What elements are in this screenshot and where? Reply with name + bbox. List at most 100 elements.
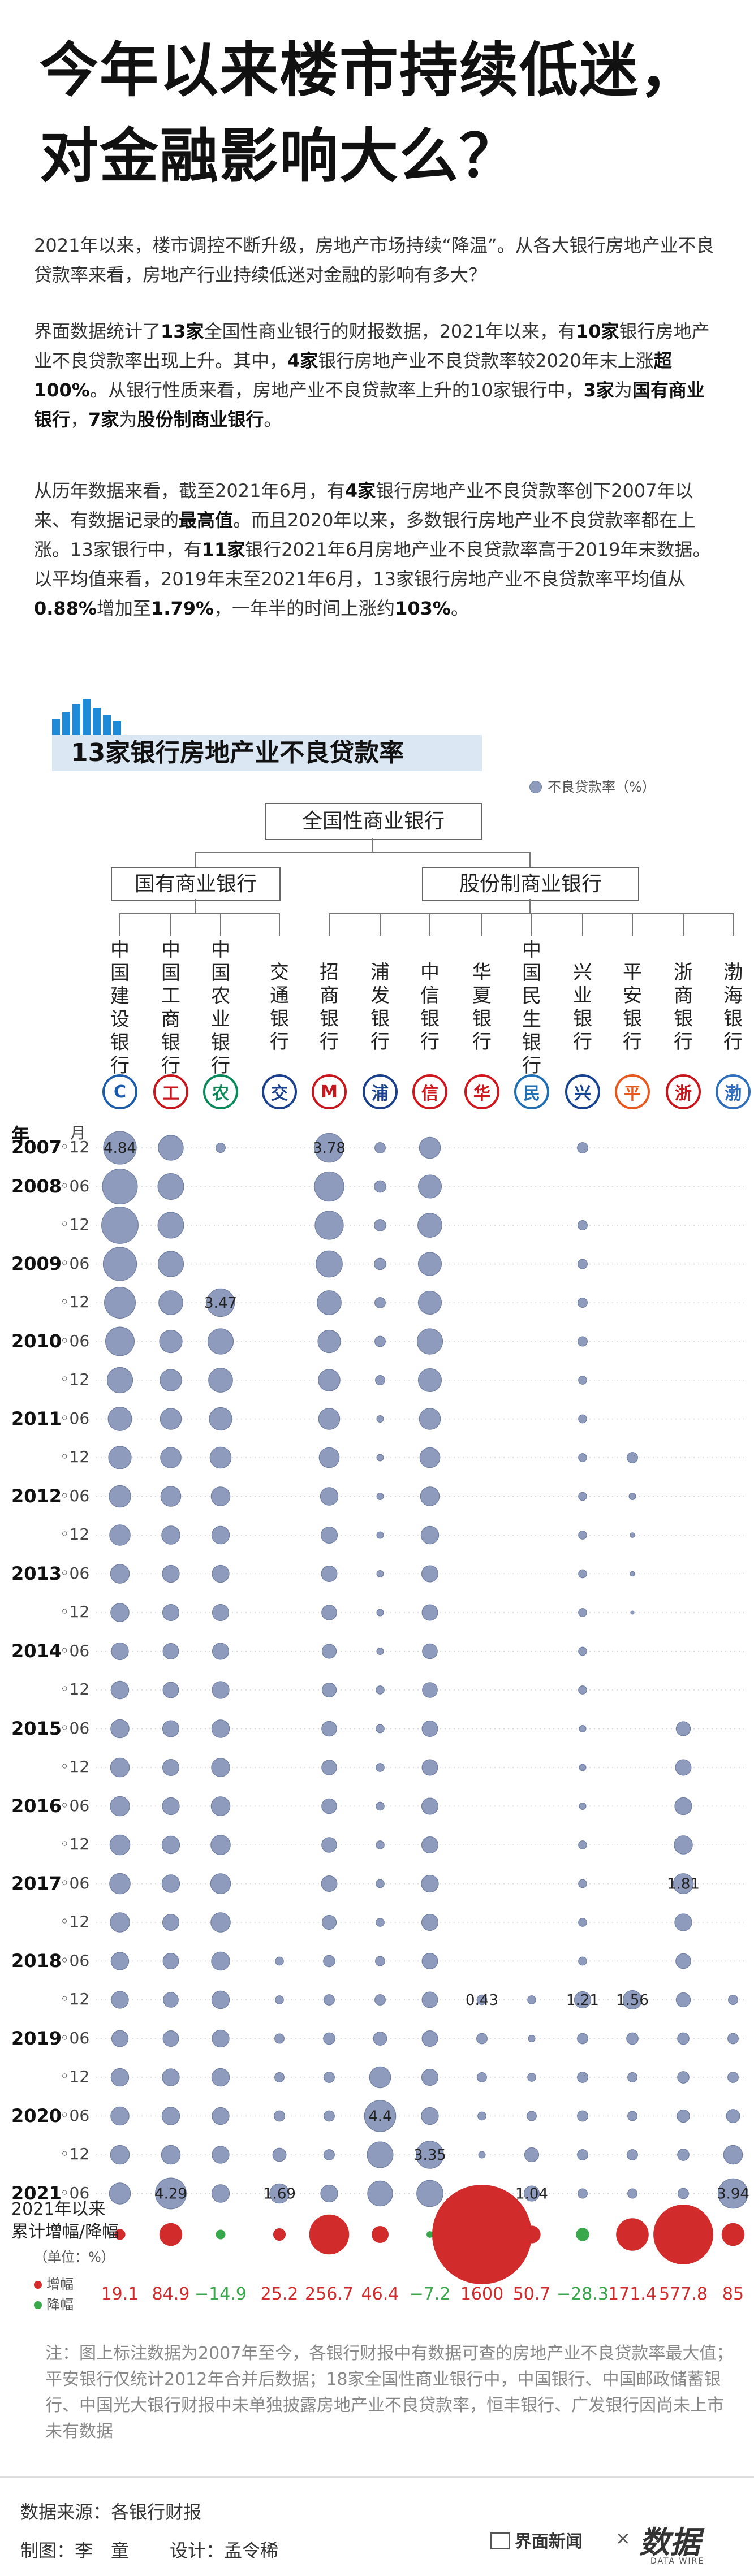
bubble xyxy=(421,1797,439,1815)
bubble xyxy=(275,1956,284,1966)
month-label: ◦12 xyxy=(60,1525,90,1544)
bubble xyxy=(211,2068,230,2087)
bubble xyxy=(674,1913,692,1931)
bubble xyxy=(578,1531,587,1540)
change-value: 25.2 xyxy=(260,2284,299,2304)
bubble xyxy=(627,1452,638,1463)
bubble xyxy=(678,2188,689,2199)
bank-name: 浦发银行 xyxy=(370,961,390,1053)
brand-jiemian: 界面新闻 xyxy=(490,2527,583,2552)
month-label: ◦12 xyxy=(60,1602,90,1621)
chart-author: 制图：李 童 xyxy=(20,2540,130,2561)
change-circle xyxy=(216,2229,226,2240)
change-circle xyxy=(616,2218,649,2251)
month-label: ◦06 xyxy=(60,1796,90,1815)
month-label: ◦12 xyxy=(60,1912,90,1931)
bubble xyxy=(578,1879,587,1888)
increase-dot-icon xyxy=(34,2281,42,2289)
year-label: 2008 xyxy=(11,1175,62,1197)
bubble xyxy=(367,2180,393,2207)
change-value: −28.3 xyxy=(557,2284,609,2304)
bubble xyxy=(421,1991,438,2008)
bubble xyxy=(162,1797,180,1816)
bubble xyxy=(417,1174,442,1199)
bubble xyxy=(274,2072,285,2082)
bubble xyxy=(110,1952,130,1970)
year-label: 2010 xyxy=(11,1330,62,1352)
bubble xyxy=(314,1171,344,1202)
bank-logo-icon: 华 xyxy=(464,1074,499,1109)
bubble xyxy=(376,1801,385,1811)
bubble xyxy=(364,2100,397,2132)
month-label: ◦06 xyxy=(60,1718,90,1737)
bubble xyxy=(417,1252,442,1276)
bank-name: 中国民生银行 xyxy=(522,939,541,1077)
bubble xyxy=(109,1485,131,1508)
bubble xyxy=(376,1918,385,1927)
month-label: ◦06 xyxy=(60,1486,90,1505)
bubble xyxy=(627,2149,638,2160)
bubble xyxy=(161,2145,181,2165)
bubble xyxy=(210,1835,231,1855)
bubble xyxy=(162,1758,180,1777)
bubble xyxy=(212,1681,230,1699)
change-circle xyxy=(159,2223,183,2246)
bubble xyxy=(376,1492,384,1501)
bubble xyxy=(578,1956,587,1966)
bubble xyxy=(101,1207,139,1244)
tree-line xyxy=(170,913,171,936)
bubble xyxy=(158,1135,184,1161)
bubble xyxy=(577,2110,588,2122)
bubble xyxy=(627,2111,637,2121)
year-label: 2009 xyxy=(11,1252,62,1274)
bubble xyxy=(630,1571,635,1577)
change-circle xyxy=(432,2185,532,2284)
bubble xyxy=(419,1408,441,1430)
bubble xyxy=(726,2109,740,2123)
bubble xyxy=(110,1680,130,1700)
bank-name: 交通银行 xyxy=(270,961,289,1053)
bubble-value-label: 4.84 xyxy=(104,1140,136,1157)
change-circle xyxy=(114,2229,126,2240)
change-unit: （单位：%） xyxy=(34,2249,115,2265)
bubble-value-label: 1.04 xyxy=(515,2186,548,2203)
bubble xyxy=(578,1336,588,1347)
bubble xyxy=(275,1995,284,2004)
axis-year-label: 年 xyxy=(11,1124,30,1146)
bubble xyxy=(417,1213,442,1238)
change-circle xyxy=(273,2228,286,2241)
bubble xyxy=(320,2184,338,2203)
tree-line xyxy=(632,913,633,936)
bubble xyxy=(422,1682,438,1698)
bubble xyxy=(321,1605,337,1620)
bubble xyxy=(627,2188,637,2199)
bank-logo-icon: 交 xyxy=(262,1074,297,1109)
year-label: 2007 xyxy=(11,1136,62,1158)
bubble xyxy=(207,1328,234,1355)
bubble xyxy=(216,1143,226,1153)
bubble-value-label: 4.29 xyxy=(154,2186,187,2203)
change-circle xyxy=(372,2226,389,2243)
bubble xyxy=(272,2147,287,2162)
month-label: ◦12 xyxy=(60,1447,90,1466)
bubble xyxy=(579,1802,587,1810)
bubble-value-label: 4.4 xyxy=(368,2108,391,2125)
change-circle xyxy=(309,2214,350,2255)
bubble xyxy=(374,1257,386,1270)
bank-name: 招商银行 xyxy=(320,961,339,1053)
tree-line xyxy=(195,852,531,853)
bubble xyxy=(374,1994,386,2006)
bubble xyxy=(578,1414,587,1424)
month-label: ◦06 xyxy=(60,1254,90,1273)
bank-name: 平安银行 xyxy=(623,961,642,1053)
bubble xyxy=(317,1329,341,1354)
bubble xyxy=(527,2111,537,2121)
bank-logo-icon: 民 xyxy=(514,1074,549,1109)
bubble xyxy=(109,1873,131,1895)
bubble-value-label: 1.81 xyxy=(667,1876,700,1893)
bank-logo-icon: 农 xyxy=(203,1074,238,1109)
bubble xyxy=(675,1759,692,1776)
bubble xyxy=(321,1914,337,1930)
bank-logo-icon: C xyxy=(102,1074,137,1109)
bubble xyxy=(674,1797,692,1816)
